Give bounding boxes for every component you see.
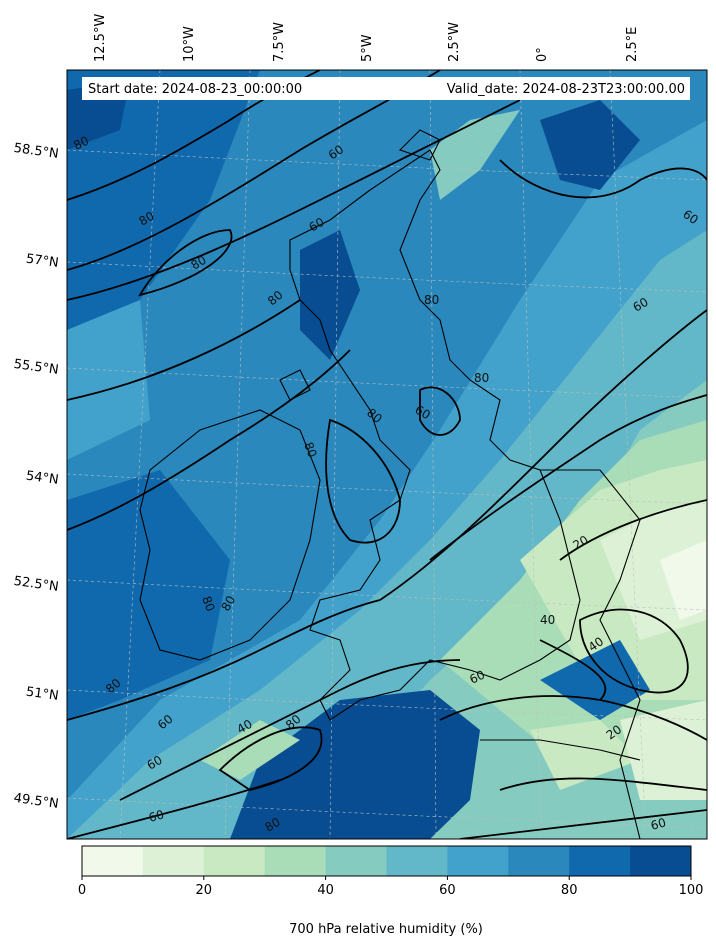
colorbar-tick-label: 100 (679, 883, 704, 898)
colorbar-tick-label: 80 (561, 883, 578, 898)
lat-tick-label: 52.5°N (13, 574, 60, 595)
contour-label: 40 (235, 717, 255, 737)
contour-label: 80 (474, 371, 489, 385)
contour-label: 60 (649, 815, 667, 832)
lon-tick-label: 5°W (360, 34, 375, 62)
lon-tick-label: 12.5°W (93, 14, 108, 62)
valid-date-label: Valid_date: 2024-08-23T23:00:00.00 (447, 82, 685, 97)
graticule (67, 70, 707, 839)
colorbar-segment (386, 846, 448, 876)
colorbar-segment (630, 846, 692, 876)
colorbar-segment (264, 846, 327, 876)
contour-label: 80 (189, 253, 209, 273)
colorbar (82, 846, 692, 876)
contour-label: 80 (137, 209, 157, 229)
lon-tick-label: 2.5°W (447, 22, 462, 62)
start-date-label: Start date: 2024-08-23_00:00:00 (88, 82, 302, 97)
lat-tick-label: 54°N (25, 469, 60, 488)
lat-tick-label: 49.5°N (13, 791, 60, 812)
colorbar-segment (508, 846, 570, 876)
colorbar-segment (569, 846, 631, 876)
contour-label: 80 (424, 293, 439, 307)
contour-label: 80 (263, 815, 283, 835)
lat-tick-label: 57°N (25, 252, 60, 271)
colorbar-tick-label: 0 (78, 883, 86, 898)
contour-label: 60 (145, 753, 165, 773)
lat-tick-label: 58.5°N (13, 141, 60, 162)
contour-label: 60 (631, 295, 651, 315)
colorbar-label: 700 hPa relative humidity (%) (289, 922, 483, 937)
colorbar-segment (203, 846, 266, 876)
contour-label: 60 (147, 807, 165, 824)
latitude-ticks: 58.5°N 57°N 55.5°N 54°N 52.5°N 51°N 49.5… (13, 141, 60, 812)
contour-label: 20 (571, 533, 591, 553)
lat-tick-label: 55.5°N (13, 357, 60, 378)
lon-tick-label: 2.5°E (625, 27, 640, 62)
colorbar-ticks: 0 20 40 60 80 100 (78, 876, 704, 898)
longitude-ticks: 12.5°W 10°W 7.5°W 5°W 2.5°W 0° 2.5°E (93, 14, 640, 62)
colorbar-tick-label: 60 (439, 883, 456, 898)
contour-label: 80 (301, 440, 319, 459)
humidity-field (67, 70, 707, 839)
lon-tick-label: 7.5°W (272, 22, 287, 62)
contour-label: 80 (199, 594, 217, 613)
contour-label: 60 (413, 402, 433, 422)
contour-label: 60 (307, 215, 327, 235)
info-box (82, 77, 690, 100)
colorbar-segment (447, 846, 509, 876)
lon-tick-label: 10°W (182, 26, 197, 62)
colorbar-segment (325, 846, 387, 876)
lat-tick-label: 51°N (25, 685, 60, 704)
colorbar-segment (82, 846, 144, 876)
contour-lines (67, 70, 707, 839)
colorbar-tick-label: 20 (196, 883, 213, 898)
contour-label: 80 (218, 593, 238, 613)
colorbar-tick-label: 40 (317, 883, 334, 898)
contour-label: 60 (467, 668, 487, 687)
lon-tick-label: 0° (535, 47, 550, 62)
colorbar-segment (142, 846, 205, 876)
contour-label: 40 (540, 613, 555, 627)
colorbar-frame (81, 845, 692, 877)
contour-label: 80 (71, 134, 91, 153)
map-frame (66, 69, 708, 840)
